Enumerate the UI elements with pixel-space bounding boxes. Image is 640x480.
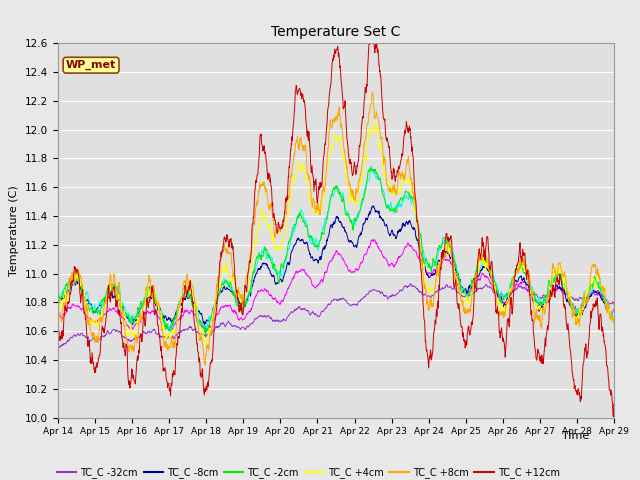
TC_C -4cm (367, 164, 375, 169)
TC_C +4cm (97, 317, 104, 323)
TC_C +4cm (370, 120, 378, 125)
TC_C +8cm (302, 144, 310, 149)
Line: TC_C -32cm: TC_C -32cm (58, 284, 614, 348)
TC_C -8cm (128, 322, 136, 328)
TC_C -32cm (54, 344, 61, 349)
TC_C +12cm (301, 107, 309, 112)
TC_C +8cm (291, 150, 298, 156)
TC_C +8cm (371, 114, 379, 120)
TC_C -8cm (54, 298, 61, 303)
TC_C -32cm (97, 334, 105, 339)
TC_C +12cm (97, 340, 104, 346)
TC_C +12cm (120, 343, 127, 348)
TC_C -2cm (202, 332, 210, 337)
Legend: TC_C -32cm, TC_C -16cm, TC_C -8cm, TC_C -4cm, TC_C -2cm, TC_C +4cm, TC_C +8cm, T: TC_C -32cm, TC_C -16cm, TC_C -8cm, TC_C … (57, 468, 560, 480)
TC_C -4cm (312, 238, 319, 243)
TC_C -2cm (54, 287, 61, 292)
TC_C -8cm (302, 241, 310, 247)
TC_C -8cm (120, 311, 127, 316)
TC_C -32cm (56, 345, 63, 350)
TC_C -8cm (291, 242, 298, 248)
TC_C +12cm (611, 404, 618, 409)
TC_C -16cm (371, 238, 379, 243)
TC_C +12cm (369, 24, 376, 30)
TC_C +8cm (201, 362, 209, 368)
Text: WP_met: WP_met (66, 60, 116, 70)
TC_C -8cm (97, 303, 104, 309)
TC_C +4cm (302, 177, 310, 183)
TC_C -2cm (302, 224, 310, 229)
Line: TC_C +4cm: TC_C +4cm (58, 122, 614, 345)
TC_C +4cm (312, 208, 319, 214)
TC_C +8cm (611, 321, 618, 326)
TC_C -2cm (367, 165, 375, 171)
TC_C +12cm (290, 117, 298, 122)
TC_C -4cm (371, 169, 379, 175)
TC_C -8cm (611, 314, 618, 320)
TC_C +8cm (97, 317, 104, 323)
TC_C -2cm (291, 222, 298, 228)
TC_C -2cm (371, 168, 379, 174)
TC_C -2cm (97, 308, 104, 313)
TC_C -16cm (202, 326, 210, 332)
TC_C -2cm (312, 243, 319, 249)
TC_C -4cm (120, 303, 127, 309)
TC_C -4cm (302, 217, 310, 223)
TC_C -32cm (611, 303, 618, 309)
Line: TC_C +8cm: TC_C +8cm (58, 92, 614, 365)
TC_C -32cm (312, 311, 319, 317)
TC_C -32cm (302, 307, 310, 313)
TC_C +12cm (54, 317, 61, 323)
TC_C -4cm (166, 327, 173, 333)
TC_C -2cm (120, 304, 127, 310)
TC_C -4cm (54, 294, 61, 300)
TC_C +4cm (611, 325, 618, 331)
TC_C -32cm (406, 281, 414, 287)
TC_C -16cm (120, 315, 127, 321)
Line: TC_C -4cm: TC_C -4cm (58, 167, 614, 330)
TC_C -4cm (97, 300, 104, 305)
Line: TC_C +12cm: TC_C +12cm (58, 27, 614, 417)
TC_C -8cm (312, 257, 319, 263)
TC_C +4cm (291, 176, 298, 182)
TC_C +4cm (54, 307, 61, 312)
TC_C -16cm (291, 274, 298, 280)
TC_C +4cm (120, 313, 127, 319)
TC_C +12cm (371, 50, 379, 56)
Y-axis label: Temperature (C): Temperature (C) (9, 185, 19, 276)
TC_C -32cm (371, 287, 379, 293)
TC_C -32cm (291, 309, 298, 314)
TC_C -2cm (611, 320, 618, 326)
TC_C -16cm (370, 237, 378, 242)
Text: Time: Time (561, 431, 589, 441)
TC_C -4cm (291, 228, 298, 234)
Line: TC_C -16cm: TC_C -16cm (58, 240, 614, 329)
TC_C -16cm (97, 317, 104, 323)
TC_C -16cm (302, 270, 310, 276)
TC_C -4cm (611, 317, 618, 323)
Line: TC_C -8cm: TC_C -8cm (58, 206, 614, 325)
TC_C +12cm (609, 414, 617, 420)
TC_C +8cm (54, 309, 61, 315)
TC_C -16cm (54, 313, 61, 319)
Title: Temperature Set C: Temperature Set C (271, 25, 401, 39)
Line: TC_C -2cm: TC_C -2cm (58, 168, 614, 335)
TC_C +4cm (203, 342, 211, 348)
TC_C +4cm (371, 128, 379, 133)
TC_C +8cm (369, 89, 376, 95)
TC_C -16cm (611, 306, 618, 312)
TC_C -8cm (370, 203, 378, 209)
TC_C +8cm (312, 210, 319, 216)
TC_C +12cm (312, 181, 319, 187)
TC_C -32cm (120, 335, 127, 340)
TC_C +8cm (120, 319, 127, 324)
TC_C -8cm (371, 209, 379, 215)
TC_C -16cm (312, 285, 319, 291)
